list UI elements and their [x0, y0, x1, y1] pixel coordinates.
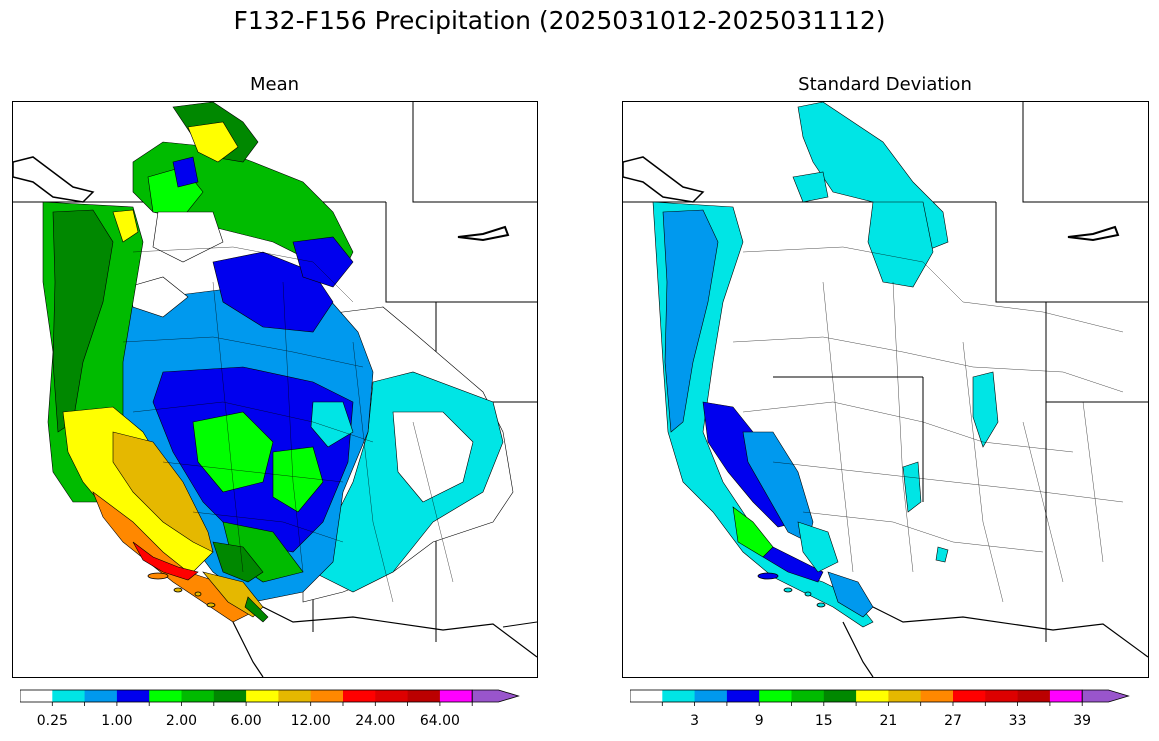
colorbar-tick-label: 64.00: [419, 713, 460, 729]
colorbar-segment: [985, 690, 1018, 702]
stddev-colorbar: [630, 689, 1130, 706]
colorbar-extend-arrow: [471, 689, 520, 703]
colorbar-segment: [662, 690, 695, 702]
mean-colorbar: [20, 689, 520, 706]
colorbar-tick-label: 0.25: [36, 713, 68, 729]
colorbar-segment: [20, 690, 53, 702]
colorbar-segment: [726, 690, 760, 702]
colorbar-tick-label: 33: [1008, 713, 1027, 729]
colorbar-segment: [181, 690, 215, 702]
colorbar-segment: [1017, 690, 1051, 702]
colorbar-segment: [920, 690, 954, 702]
precip-fill: [42, 102, 514, 623]
colorbar-segment: [694, 690, 728, 702]
colorbar-segment: [52, 690, 85, 702]
stddev-panel-title: Standard Deviation: [798, 74, 972, 95]
colorbar-segment: [439, 690, 473, 702]
colorbar-segment: [213, 690, 247, 702]
colorbar-segment: [953, 690, 986, 702]
colorbar-tick-label: 15: [814, 713, 833, 729]
colorbar-segment: [149, 690, 182, 702]
colorbar-segment: [856, 690, 889, 702]
colorbar-tick-label: 39: [1073, 713, 1092, 729]
channel-islands: [147, 572, 216, 608]
mean-panel-title: Mean: [249, 74, 300, 95]
colorbar-tick-label: 24.00: [355, 713, 396, 729]
colorbar-tick-label: 1.00: [101, 713, 133, 729]
colorbar-segment: [84, 690, 118, 702]
colorbar-segment: [343, 690, 376, 702]
colorbar-segment: [1049, 690, 1083, 702]
stddev-fill: [652, 102, 999, 628]
colorbar-segment: [310, 690, 344, 702]
colorbar-tick-label: 3: [690, 713, 700, 729]
colorbar-segment: [375, 690, 408, 702]
colorbar-segment: [888, 690, 922, 702]
stddev-map: [622, 101, 1149, 678]
colorbar-tick-label: 9: [754, 713, 764, 729]
colorbar-tick-label: 2.00: [165, 713, 198, 729]
coastline: [13, 156, 95, 203]
colorbar-segment: [823, 690, 857, 702]
mean-map: [12, 101, 538, 678]
figure-title: F132-F156 Precipitation (2025031012-2025…: [233, 6, 886, 35]
colorbar-segment: [246, 690, 279, 702]
colorbar-tick-label: 27: [944, 713, 962, 729]
colorbar-tick-label: 21: [879, 713, 898, 729]
colorbar-segment: [630, 690, 663, 702]
colorbar-segment: [278, 690, 312, 702]
colorbar-segment: [791, 690, 825, 702]
colorbar-segment: [759, 690, 792, 702]
lake-outline: [457, 225, 510, 242]
lake-outline: [1067, 225, 1120, 242]
colorbar-tick-label: 6.00: [230, 713, 262, 729]
colorbar-tick-label: 12.00: [290, 713, 331, 729]
colorbar-extend-arrow: [1081, 689, 1130, 703]
colorbar-segment: [407, 690, 441, 702]
colorbar-segment: [116, 690, 150, 702]
